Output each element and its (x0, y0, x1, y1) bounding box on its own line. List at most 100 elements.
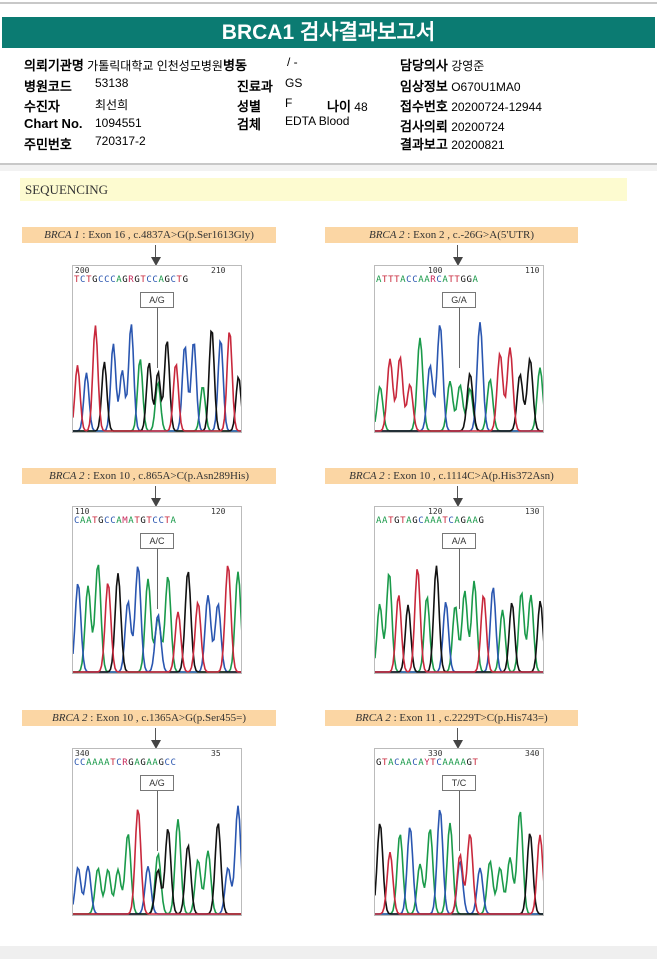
base-letter: A (152, 758, 159, 768)
position-start: 120 (428, 507, 443, 516)
base-letter: A (424, 516, 431, 526)
base-letter: A (134, 758, 141, 768)
genotype-call: A/G (140, 775, 174, 791)
base-letter: A (376, 275, 383, 285)
base-letter: T (86, 275, 93, 285)
trace-T (73, 565, 241, 673)
base-letter: C (116, 758, 123, 768)
base-letter: A (382, 516, 389, 526)
header-divider (0, 163, 657, 165)
gene-name: BRCA 2 (349, 470, 385, 482)
age-value: 48 (354, 100, 368, 114)
base-sequence: ATTTACCAARCATTGGA (376, 275, 479, 285)
doctor-label: 담당의사 (400, 58, 448, 73)
base-letter: A (466, 516, 473, 526)
base-letter: T (442, 516, 449, 526)
bottom-band (0, 946, 657, 959)
base-letter: A (388, 758, 395, 768)
arrow-down-icon (151, 498, 161, 507)
base-letter: C (110, 275, 117, 285)
clinical-value: O670U1MA0 (451, 80, 521, 94)
chromatogram-panel: BRCA 2 : Exon 2 , c.-26G>A(5'UTR) 100 11… (0, 227, 657, 457)
pointer-line (157, 308, 158, 368)
base-letter: G (122, 275, 129, 285)
base-letter: A (454, 758, 461, 768)
base-sequence: TCTGCCCAGRGTCCAGCTG (74, 275, 189, 285)
chromatogram: 340 35 CCAAAATCRGAGAAGCC A/G (72, 748, 242, 916)
report-label: 결과보고 (400, 137, 448, 152)
base-sequence: GTACAACAYTCAAAAGT (376, 758, 479, 768)
base-letter: G (92, 275, 99, 285)
base-letter: T (382, 758, 389, 768)
base-letter: A (430, 516, 437, 526)
base-letter: G (164, 275, 171, 285)
base-letter: G (140, 516, 147, 526)
patient-value: 최선희 (95, 98, 129, 112)
base-letter: T (164, 516, 171, 526)
variant-text: : Exon 2 , c.-26G>A(5'UTR) (404, 229, 535, 241)
institution-label: 의뢰기관명 (24, 58, 84, 73)
base-letter: C (98, 275, 105, 285)
arrow-line (155, 486, 156, 500)
variant-text: : Exon 16 , c.4837A>G(p.Ser1613Gly) (79, 229, 254, 241)
chromatogram: 330 340 GTACAACAYTCAAAAGT T/C (374, 748, 544, 916)
base-sequence: CAATGCCAMATGTCCTA (74, 516, 177, 526)
base-letter: C (74, 758, 81, 768)
receipt-value: 20200724-12944 (451, 100, 542, 114)
base-letter: C (152, 516, 159, 526)
trace-A (375, 572, 543, 673)
chromatogram-panel: BRCA 2 : Exon 10 , c.1365A>G(p.Ser455=) … (0, 710, 657, 940)
chromatogram-panel: BRCA 2 : Exon 11 , c.2229T>C(p.His743=) … (0, 710, 657, 940)
position-end: 35 (211, 749, 221, 758)
chart-label: Chart No. (24, 116, 83, 131)
genotype-call: G/A (442, 292, 476, 308)
trace-G (73, 329, 241, 432)
base-letter: A (424, 275, 431, 285)
hospital-code-value: 53138 (95, 76, 129, 90)
variant-text: : Exon 10 , c.865A>C(p.Asn289His) (84, 470, 250, 482)
base-letter: A (128, 516, 135, 526)
pointer-line (459, 791, 460, 851)
variant-text: : Exon 10 , c.1114C>A(p.His372Asn) (384, 470, 554, 482)
trace-C (375, 322, 543, 432)
base-letter: T (176, 275, 183, 285)
variant-label: BRCA 2 : Exon 10 , c.865A>C(p.Asn289His) (22, 468, 276, 484)
base-letter: C (170, 275, 177, 285)
genotype-call: A/A (442, 533, 476, 549)
base-letter: A (104, 758, 111, 768)
trace-A (73, 819, 241, 915)
pointer-line (459, 549, 460, 609)
top-divider (0, 2, 657, 4)
base-letter: C (104, 516, 111, 526)
position-start: 340 (75, 749, 90, 758)
receipt-label: 접수번호 (400, 99, 448, 114)
base-letter: C (164, 758, 171, 768)
trace-G (375, 356, 543, 432)
trace-plot (73, 324, 241, 432)
trace-plot (375, 565, 543, 673)
position-end: 130 (525, 507, 540, 516)
base-letter: G (128, 758, 135, 768)
position-start: 110 (75, 507, 90, 516)
sex-label: 성별 (237, 99, 261, 114)
institution-row: 의뢰기관명 가톨릭대학교 인천성모병원병동 (24, 55, 247, 74)
arrow-line (155, 245, 156, 259)
base-sequence: AATGTAGCAAATCAGAAG (376, 516, 485, 526)
base-letter: A (80, 516, 87, 526)
base-letter: T (146, 516, 153, 526)
base-letter: G (478, 516, 485, 526)
variant-label: BRCA 2 : Exon 2 , c.-26G>A(5'UTR) (325, 227, 578, 243)
base-letter: T (388, 516, 395, 526)
doctor-value: 강영준 (451, 59, 485, 73)
base-letter: A (158, 275, 165, 285)
base-letter: A (454, 516, 461, 526)
base-letter: A (442, 758, 449, 768)
base-letter: G (182, 275, 189, 285)
pointer-line (157, 549, 158, 609)
base-letter: T (472, 758, 479, 768)
base-letter: A (460, 758, 467, 768)
request-value: 20200724 (451, 120, 505, 134)
trace-T (375, 569, 543, 673)
base-letter: A (448, 758, 455, 768)
base-letter: C (146, 275, 153, 285)
